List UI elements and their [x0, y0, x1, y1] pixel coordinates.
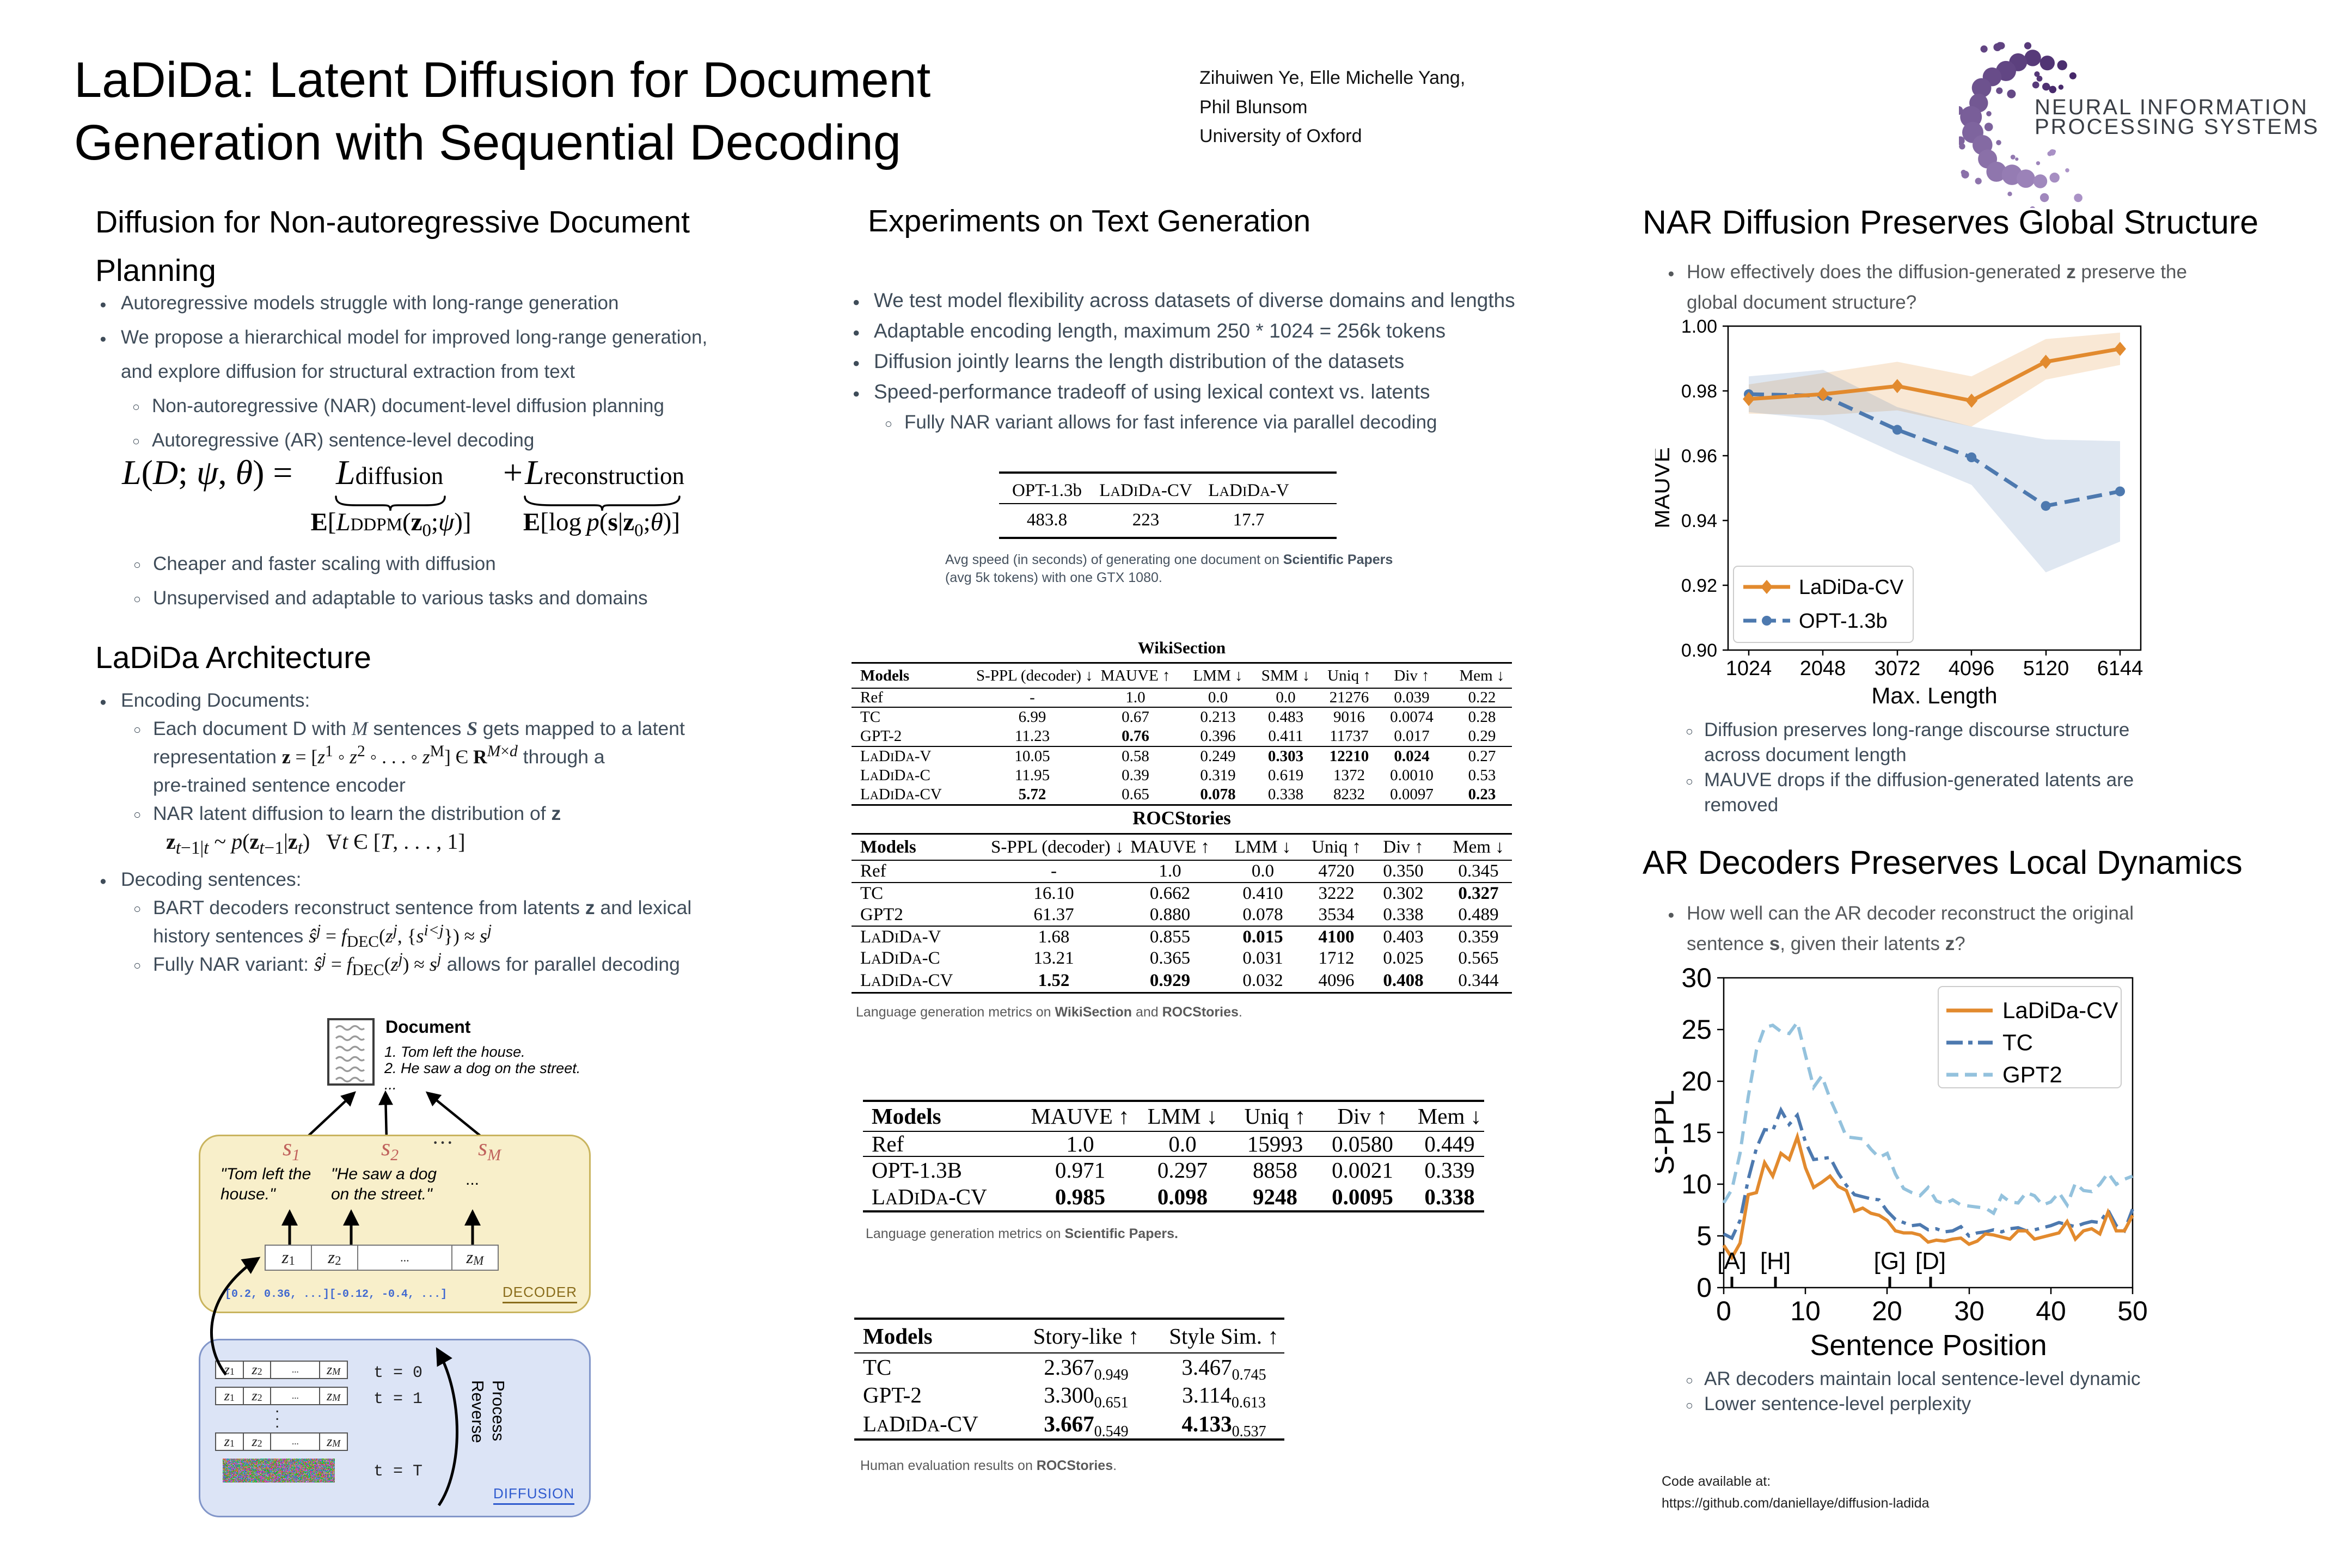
svg-text:6144: 6144 [2097, 657, 2143, 680]
svg-text:Max. Length: Max. Length [1871, 683, 1997, 708]
svg-text:LaDiDa-CV: LaDiDa-CV [1799, 576, 1904, 599]
svg-text:Sentence Position: Sentence Position [1810, 1329, 2047, 1362]
svg-text:S-PPL: S-PPL [1655, 1090, 1680, 1175]
svg-text:[A]: [A] [1717, 1248, 1747, 1275]
svg-text:30: 30 [1954, 1296, 1984, 1326]
svg-text:1.00: 1.00 [1681, 316, 1717, 337]
svg-text:[G]: [G] [1874, 1248, 1906, 1275]
svg-text:30: 30 [1681, 964, 1712, 993]
svg-text:40: 40 [2036, 1296, 2066, 1326]
svg-text:0: 0 [1696, 1272, 1712, 1303]
svg-text:[H]: [H] [1760, 1248, 1791, 1275]
svg-text:2048: 2048 [1800, 657, 1846, 680]
svg-text:NEURAL INFORMATION: NEURAL INFORMATION [2035, 95, 2308, 119]
svg-text:0.98: 0.98 [1681, 381, 1717, 402]
svg-text:0.96: 0.96 [1681, 446, 1717, 467]
svg-text:GPT2: GPT2 [2002, 1062, 2062, 1087]
svg-text:TC: TC [2002, 1030, 2033, 1055]
svg-text:10: 10 [1790, 1296, 1821, 1326]
svg-text:LaDiDa-CV: LaDiDa-CV [2002, 997, 2118, 1023]
svg-text:50: 50 [2117, 1296, 2148, 1326]
svg-text:OPT-1.3b: OPT-1.3b [1799, 610, 1888, 633]
svg-text:[D]: [D] [1915, 1248, 1946, 1275]
svg-text:0.92: 0.92 [1681, 575, 1717, 596]
svg-text:5: 5 [1696, 1221, 1712, 1251]
svg-text:PROCESSING SYSTEMS: PROCESSING SYSTEMS [2035, 115, 2319, 139]
svg-text:10: 10 [1681, 1169, 1712, 1199]
svg-text:5120: 5120 [2023, 657, 2069, 680]
svg-text:20: 20 [1872, 1296, 1902, 1326]
svg-text:0.90: 0.90 [1681, 640, 1717, 661]
svg-text:1024: 1024 [1726, 657, 1772, 680]
svg-text:20: 20 [1681, 1066, 1712, 1097]
svg-text:25: 25 [1681, 1014, 1712, 1045]
svg-text:4096: 4096 [1949, 657, 1995, 680]
svg-text:3072: 3072 [1875, 657, 1921, 680]
svg-text:15: 15 [1681, 1118, 1712, 1148]
svg-text:MAUVE: MAUVE [1655, 447, 1674, 528]
svg-text:0: 0 [1716, 1296, 1731, 1326]
svg-text:0.94: 0.94 [1681, 511, 1717, 531]
